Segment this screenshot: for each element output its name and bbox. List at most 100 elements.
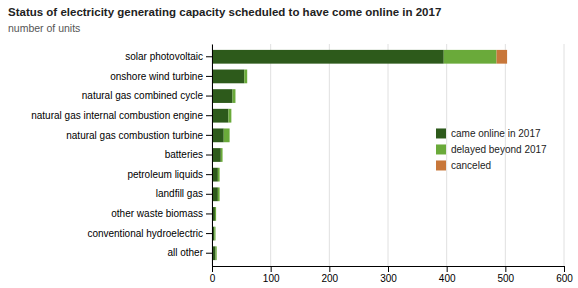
x-tick-mark — [388, 266, 389, 272]
x-tick: 400 — [439, 266, 456, 284]
grid-line — [564, 44, 565, 266]
y-tick-label: natural gas combustion turbine — [66, 130, 203, 141]
y-tick: solar photovoltaic — [125, 51, 212, 62]
bar — [235, 89, 236, 103]
bar — [215, 227, 216, 241]
subtitle: number of units — [8, 22, 80, 34]
y-tick-mark — [206, 213, 212, 214]
series — [497, 50, 508, 64]
bar — [212, 128, 224, 142]
bar — [216, 246, 217, 260]
bar — [212, 70, 244, 84]
y-tick-mark — [206, 233, 212, 234]
y-tick-mark — [206, 56, 212, 57]
y-tick: natural gas combined cycle — [82, 90, 212, 101]
legend-item: came online in 2017 — [436, 128, 541, 139]
x-tick-mark — [447, 266, 448, 272]
x-tick-mark — [329, 266, 330, 272]
bar — [219, 168, 220, 182]
bar — [497, 50, 508, 64]
grid-line — [388, 44, 389, 266]
x-tick-mark — [271, 266, 272, 272]
bar — [214, 227, 215, 241]
y-tick-label: all other — [167, 247, 203, 258]
y-tick: conventional hydroelectric — [87, 228, 212, 239]
bar — [212, 109, 228, 123]
x-tick-label: 500 — [497, 273, 514, 284]
x-tick: 100 — [263, 266, 280, 284]
y-tick: other waste biomass — [111, 208, 212, 219]
legend-swatch — [436, 160, 446, 170]
grid — [212, 44, 564, 266]
y-tick-mark — [206, 174, 212, 175]
bar — [244, 70, 247, 84]
bar — [222, 148, 223, 162]
x-tick: 500 — [497, 266, 514, 284]
legend-swatch — [436, 128, 446, 138]
chart: Status of electricity generating capacit… — [0, 0, 578, 288]
y-tick: petroleum liquids — [127, 169, 212, 180]
y-tick: onshore wind turbine — [110, 71, 212, 82]
y-tick: natural gas internal combustion engine — [31, 110, 212, 121]
y-axis-line — [212, 45, 213, 267]
y-tick-label: natural gas internal combustion engine — [31, 110, 203, 121]
bar — [216, 207, 217, 221]
bar — [228, 109, 231, 123]
y-tick-label: petroleum liquids — [127, 169, 203, 180]
legend-label: came online in 2017 — [451, 128, 541, 139]
y-tick-mark — [206, 115, 212, 116]
y-axis: solar photovoltaic onshore wind turbine na… — [31, 45, 212, 267]
bar — [219, 187, 220, 201]
x-tick-mark — [505, 266, 506, 272]
grid-line — [270, 44, 271, 266]
y-tick: batteries — [165, 149, 212, 160]
bar — [247, 70, 248, 84]
x-tick-mark — [212, 266, 213, 272]
y-tick-mark — [206, 135, 212, 136]
y-tick: all other — [167, 247, 212, 258]
bar — [215, 207, 216, 221]
legend-item: delayed beyond 2017 — [436, 144, 547, 155]
bar — [224, 128, 230, 142]
series — [212, 50, 444, 260]
bar — [229, 128, 230, 142]
bar — [233, 89, 236, 103]
x-tick: 600 — [556, 266, 573, 284]
x-tick-label: 400 — [439, 273, 456, 284]
legend: came online in 2017 delayed beyond 2017 ca… — [436, 128, 547, 171]
y-tick: landfill gas — [156, 188, 212, 199]
grid-line — [446, 44, 447, 266]
legend-label: canceled — [451, 160, 491, 171]
y-tick-label: other waste biomass — [111, 208, 203, 219]
bar — [218, 187, 220, 201]
y-tick-label: onshore wind turbine — [110, 71, 203, 82]
x-tick: 300 — [380, 266, 397, 284]
grid-line — [329, 44, 330, 266]
x-tick: 200 — [321, 266, 338, 284]
bar — [212, 89, 233, 103]
x-axis: 0100200300400500600 — [210, 266, 574, 284]
plot: 0100200300400500600solar photovoltaicons… — [31, 44, 573, 284]
bar — [216, 246, 217, 260]
y-tick-label: batteries — [165, 149, 203, 160]
bar — [444, 50, 497, 64]
y-tick-mark — [206, 155, 212, 156]
bar — [221, 148, 223, 162]
x-tick-label: 600 — [556, 273, 573, 284]
bar — [218, 168, 220, 182]
legend-item: canceled — [436, 160, 491, 171]
y-tick-mark — [206, 194, 212, 195]
title: Status of electricity generating capacit… — [8, 6, 441, 18]
y-tick-label: natural gas combined cycle — [82, 90, 204, 101]
x-tick-mark — [564, 266, 565, 272]
y-tick-label: solar photovoltaic — [125, 51, 203, 62]
bar — [212, 148, 221, 162]
legend-label: delayed beyond 2017 — [451, 144, 547, 155]
y-tick-label: conventional hydroelectric — [87, 228, 203, 239]
y-tick-label: landfill gas — [156, 188, 203, 199]
y-tick-mark — [206, 253, 212, 254]
x-tick-label: 100 — [263, 273, 280, 284]
bar — [231, 109, 232, 123]
y-tick: natural gas combustion turbine — [66, 130, 212, 141]
y-tick-mark — [206, 96, 212, 97]
